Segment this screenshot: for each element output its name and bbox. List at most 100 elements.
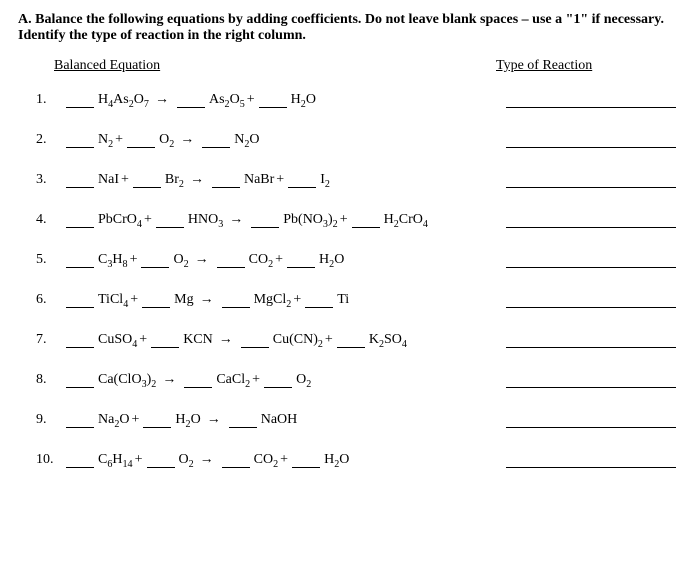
plus-sign: +	[121, 172, 129, 188]
reaction-type-blank[interactable]	[506, 294, 676, 308]
plus-sign: +	[132, 412, 140, 428]
coefficient-blank[interactable]	[217, 254, 245, 268]
item-number: 10.	[36, 452, 64, 468]
chemical-formula: MgCl2	[254, 292, 292, 308]
coefficient-blank[interactable]	[143, 414, 171, 428]
coefficient-blank[interactable]	[66, 374, 94, 388]
coefficient-blank[interactable]	[66, 134, 94, 148]
chemical-formula: Na2O	[98, 412, 130, 428]
coefficient-blank[interactable]	[305, 294, 333, 308]
equation-row: 9.Na2O + H2O → NaOH	[36, 412, 676, 428]
item-number: 6.	[36, 292, 64, 308]
reaction-arrow: →	[190, 172, 204, 188]
equation-row: 10.C6H14 + O2 → CO2 + H2O	[36, 452, 676, 468]
plus-sign: +	[280, 452, 288, 468]
coefficient-blank[interactable]	[264, 374, 292, 388]
chemical-formula: NaBr	[244, 172, 274, 188]
reaction-type-blank[interactable]	[506, 134, 676, 148]
chemical-formula: H2O	[324, 452, 349, 468]
plus-sign: +	[115, 132, 123, 148]
plus-sign: +	[276, 172, 284, 188]
chemical-formula: H2CrO4	[384, 212, 428, 228]
coefficient-blank[interactable]	[66, 454, 94, 468]
coefficient-blank[interactable]	[222, 454, 250, 468]
chemical-formula: CuSO4	[98, 332, 137, 348]
item-number: 1.	[36, 92, 64, 108]
coefficient-blank[interactable]	[229, 414, 257, 428]
equation-body: CuSO4 + KCN → Cu(CN)2 + K2SO4	[64, 332, 498, 348]
reaction-type-blank[interactable]	[506, 94, 676, 108]
coefficient-blank[interactable]	[66, 214, 94, 228]
reaction-arrow: →	[180, 132, 194, 148]
equation-row: 3.NaI + Br2 → NaBr + I2	[36, 172, 676, 188]
equation-body: TiCl4 + Mg → MgCl2 + Ti	[64, 292, 498, 308]
reaction-type-blank[interactable]	[506, 414, 676, 428]
coefficient-blank[interactable]	[66, 254, 94, 268]
reaction-arrow: →	[200, 292, 214, 308]
chemical-formula: Mg	[174, 292, 193, 308]
coefficient-blank[interactable]	[141, 254, 169, 268]
coefficient-blank[interactable]	[133, 174, 161, 188]
coefficient-blank[interactable]	[292, 454, 320, 468]
plus-sign: +	[130, 292, 138, 308]
coefficient-blank[interactable]	[151, 334, 179, 348]
chemical-formula: PbCrO4	[98, 212, 142, 228]
coefficient-blank[interactable]	[222, 294, 250, 308]
coefficient-blank[interactable]	[127, 134, 155, 148]
coefficient-blank[interactable]	[251, 214, 279, 228]
coefficient-blank[interactable]	[66, 334, 94, 348]
reaction-type-blank[interactable]	[506, 334, 676, 348]
chemical-formula: NaOH	[261, 412, 298, 428]
coefficient-blank[interactable]	[66, 94, 94, 108]
reaction-type-blank[interactable]	[506, 254, 676, 268]
coefficient-blank[interactable]	[288, 174, 316, 188]
chemical-formula: Ca(ClO3)2	[98, 372, 156, 388]
chemical-formula: O2	[296, 372, 311, 388]
chemical-formula: As2O5	[209, 92, 245, 108]
equation-body: NaI + Br2 → NaBr + I2	[64, 172, 498, 188]
coefficient-blank[interactable]	[259, 94, 287, 108]
coefficient-blank[interactable]	[156, 214, 184, 228]
coefficient-blank[interactable]	[184, 374, 212, 388]
coefficient-blank[interactable]	[212, 174, 240, 188]
chemical-formula: N2	[98, 132, 113, 148]
chemical-formula: H2O	[319, 252, 344, 268]
equation-body: N2 + O2 → N2O	[64, 132, 498, 148]
chemical-formula: KCN	[183, 332, 213, 348]
equation-row: 2.N2 + O2 → N2O	[36, 132, 676, 148]
coefficient-blank[interactable]	[142, 294, 170, 308]
coefficient-blank[interactable]	[352, 214, 380, 228]
coefficient-blank[interactable]	[66, 294, 94, 308]
reaction-type-blank[interactable]	[506, 214, 676, 228]
coefficient-blank[interactable]	[66, 414, 94, 428]
chemical-formula: Cu(CN)2	[273, 332, 323, 348]
plus-sign: +	[247, 92, 255, 108]
coefficient-blank[interactable]	[241, 334, 269, 348]
reaction-type-blank[interactable]	[506, 174, 676, 188]
chemical-formula: TiCl4	[98, 292, 128, 308]
chemical-formula: CO2	[254, 452, 279, 468]
chemical-formula: O2	[173, 252, 188, 268]
plus-sign: +	[144, 212, 152, 228]
reaction-arrow: →	[200, 452, 214, 468]
coefficient-blank[interactable]	[177, 94, 205, 108]
reaction-type-blank[interactable]	[506, 454, 676, 468]
coefficient-blank[interactable]	[66, 174, 94, 188]
reaction-arrow: →	[162, 372, 176, 388]
reaction-arrow: →	[219, 332, 233, 348]
coefficient-blank[interactable]	[337, 334, 365, 348]
coefficient-blank[interactable]	[147, 454, 175, 468]
plus-sign: +	[293, 292, 301, 308]
coefficient-blank[interactable]	[202, 134, 230, 148]
equation-list: 1. H4As2O7 → As2O5 + H2O 2.N2 + O2 → N2O 3.…	[18, 92, 676, 468]
coefficient-blank[interactable]	[287, 254, 315, 268]
equation-body: PbCrO4 + HNO3 → Pb(NO3)2 + H2CrO4	[64, 212, 498, 228]
instructions-text: Balance the following equations by addin…	[18, 12, 664, 43]
chemical-formula: H2O	[291, 92, 316, 108]
chemical-formula: CaCl2	[216, 372, 250, 388]
plus-sign: +	[139, 332, 147, 348]
reaction-type-blank[interactable]	[506, 374, 676, 388]
equation-row: 4.PbCrO4 + HNO3 → Pb(NO3)2 + H2CrO4	[36, 212, 676, 228]
prompt-block: A. Balance the following equations by ad…	[18, 12, 676, 44]
chemical-formula: H4As2O7	[98, 92, 149, 108]
